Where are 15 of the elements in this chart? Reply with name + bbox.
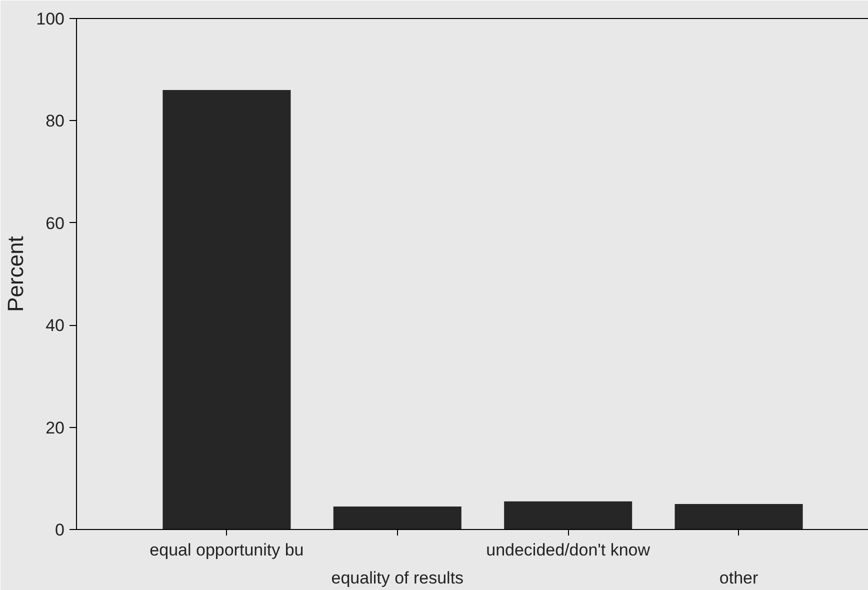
y-tick-label: 80: [46, 112, 65, 131]
y-tick-label: 60: [46, 214, 65, 233]
x-tick-label: other: [719, 568, 758, 588]
x-tick-label: undecided/don't know: [486, 540, 651, 560]
y-axis-title: Percent: [3, 236, 28, 312]
bar: [333, 506, 462, 530]
bar: [504, 501, 632, 530]
bar: [674, 504, 803, 530]
bar: [162, 90, 291, 530]
x-tick-label: equal opportunity bu: [150, 540, 304, 560]
x-tick-label: equality of results: [331, 568, 464, 588]
y-tick-label: 40: [46, 316, 65, 336]
y-tick-label: 100: [36, 10, 65, 28]
y-tick-label: 0: [55, 520, 65, 540]
y-tick-label: 20: [46, 418, 65, 438]
